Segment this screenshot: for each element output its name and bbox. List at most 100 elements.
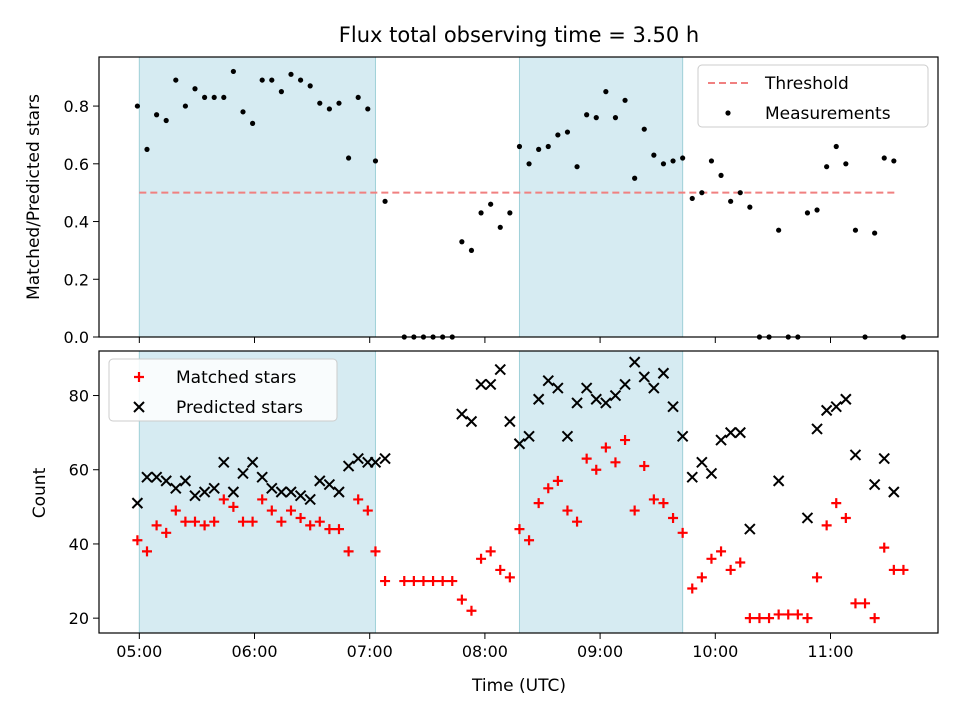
data-point (772, 475, 785, 487)
data-point (478, 210, 484, 216)
data-point (246, 456, 259, 469)
data-point (632, 175, 638, 181)
legend: Threshold Measurements (697, 64, 929, 128)
data-point (872, 230, 878, 236)
data-point (465, 415, 478, 428)
data-point (591, 464, 602, 475)
y-tick-label: 0.8 (64, 97, 89, 116)
data-point (247, 516, 258, 527)
data-point (754, 613, 765, 624)
data-point (849, 449, 862, 461)
data-point (333, 524, 344, 535)
data-point (833, 143, 839, 150)
ratio-panel: 0.0 0.2 0.4 0.6 0.8 Threshold Measurements (64, 56, 939, 347)
data-point (603, 89, 609, 95)
data-point (428, 576, 439, 587)
x-tick-label: 08:00 (462, 642, 508, 661)
data-point (353, 494, 364, 505)
x-tick-label: 10:00 (692, 642, 738, 661)
data-point (345, 155, 352, 161)
axes-frame (98, 350, 939, 634)
data-point (352, 452, 364, 465)
data-point (820, 404, 833, 417)
x-axis-label: Time (UTC) (471, 676, 566, 696)
data-point (629, 505, 640, 516)
data-point (355, 94, 361, 101)
data-point (160, 475, 172, 487)
data-point (677, 527, 688, 538)
bottom-y-axis-label: Count (30, 467, 50, 518)
data-point (150, 471, 163, 483)
y-tick-label: 0.0 (64, 328, 89, 347)
data-point (131, 497, 144, 509)
data-point (237, 516, 248, 527)
data-point (811, 423, 823, 435)
y-tick-label: 40 (69, 535, 89, 554)
data-point (590, 393, 602, 405)
data-point (524, 535, 535, 546)
data-point (830, 400, 842, 413)
data-point (888, 564, 899, 575)
data-point (869, 613, 880, 624)
data-point (868, 478, 881, 491)
legend-label: Threshold (764, 74, 849, 94)
data-point (728, 198, 734, 204)
legend-x-swatch (133, 401, 145, 413)
legend-label: Matched stars (176, 368, 296, 388)
data-point (648, 382, 660, 394)
data-point (888, 486, 900, 498)
data-point (437, 576, 448, 587)
data-point (562, 505, 573, 516)
data-point (285, 505, 296, 516)
data-point (706, 553, 717, 564)
data-point (533, 498, 544, 509)
data-point (342, 460, 355, 472)
data-point (288, 71, 294, 77)
data-point (249, 120, 256, 126)
data-point (584, 112, 590, 118)
data-point (696, 572, 707, 583)
data-point (240, 109, 246, 115)
data-point (333, 486, 345, 498)
data-point (555, 132, 561, 138)
data-point (852, 227, 859, 233)
data-point (278, 89, 284, 95)
data-point (151, 520, 162, 531)
data-point (141, 546, 152, 557)
data-point (497, 224, 503, 230)
x-tick-label: 07:00 (347, 642, 393, 661)
data-point (572, 516, 583, 527)
data-point (237, 467, 249, 480)
y-tick-label: 20 (69, 609, 89, 628)
legend: Matched stars Predicted stars (108, 358, 338, 422)
data-point (898, 564, 909, 575)
data-point (609, 389, 622, 402)
data-point (725, 564, 736, 575)
data-point (593, 115, 599, 121)
data-point (878, 452, 890, 465)
data-point (227, 486, 240, 498)
data-point (821, 520, 832, 531)
count-panel: 20 40 60 80 05:00 06:00 07:00 08:00 09:00 10:00 11… (69, 350, 939, 661)
chart-title: Flux total observing time = 3.50 h (339, 23, 699, 47)
data-point (466, 605, 477, 616)
data-point (208, 482, 220, 494)
data-point (494, 363, 506, 376)
data-point (485, 546, 496, 557)
data-point (639, 461, 650, 472)
data-point (295, 512, 306, 523)
data-point (543, 483, 554, 494)
data-point (545, 143, 551, 150)
data-point (542, 374, 554, 387)
legend-box (108, 358, 338, 422)
data-point (571, 397, 583, 409)
data-point (734, 426, 746, 439)
data-point (256, 471, 268, 483)
y-tick-label: 80 (69, 387, 89, 406)
data-point (843, 161, 849, 167)
data-point (218, 456, 230, 469)
data-point (764, 613, 775, 624)
data-point (294, 490, 307, 502)
data-point (526, 161, 532, 167)
data-point (326, 106, 332, 112)
